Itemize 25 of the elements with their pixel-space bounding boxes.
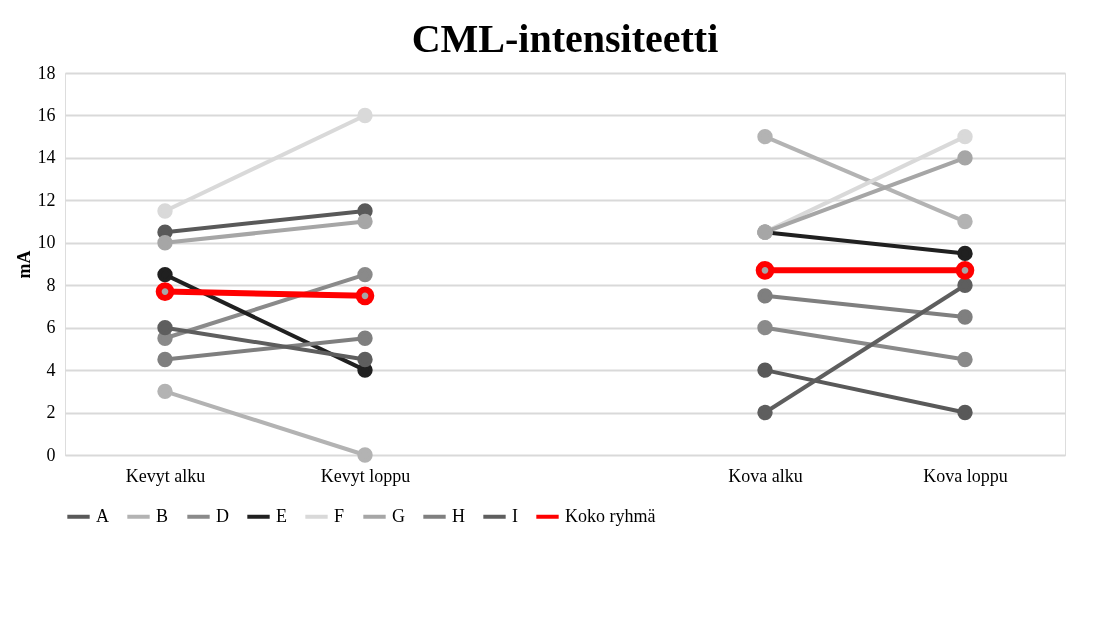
legend-label: Koko ryhmä <box>565 505 656 526</box>
y-tick-label: 10 <box>37 232 56 253</box>
y-tick-label: 16 <box>37 104 56 125</box>
y-tick-label: 8 <box>46 274 56 295</box>
legend-label: E <box>276 505 287 526</box>
y-tick-label: 0 <box>46 444 56 465</box>
legend-label: B <box>156 505 169 526</box>
y-axis-title: mA <box>13 250 34 279</box>
legend-label: I <box>512 505 518 526</box>
y-tick-label: 6 <box>46 317 56 338</box>
y-tick-label: 2 <box>46 402 56 423</box>
x-tick-label: Kevyt alku <box>125 465 206 486</box>
x-tick-label: Kevyt loppu <box>320 465 411 486</box>
x-tick-label: Kova alku <box>728 465 803 486</box>
legend-label: A <box>96 505 109 526</box>
legend-label: F <box>334 505 345 526</box>
y-tick-label: 14 <box>37 147 56 168</box>
y-tick-label: 4 <box>46 359 56 380</box>
y-tick-label: 12 <box>37 189 56 210</box>
y-tick-label: 18 <box>37 62 56 83</box>
chart-title: CML-intensiteetti <box>411 16 719 61</box>
legend-label: G <box>392 505 405 526</box>
legend-label: D <box>216 505 229 526</box>
legend-label: H <box>452 505 465 526</box>
x-tick-label: Kova loppu <box>923 465 1008 486</box>
